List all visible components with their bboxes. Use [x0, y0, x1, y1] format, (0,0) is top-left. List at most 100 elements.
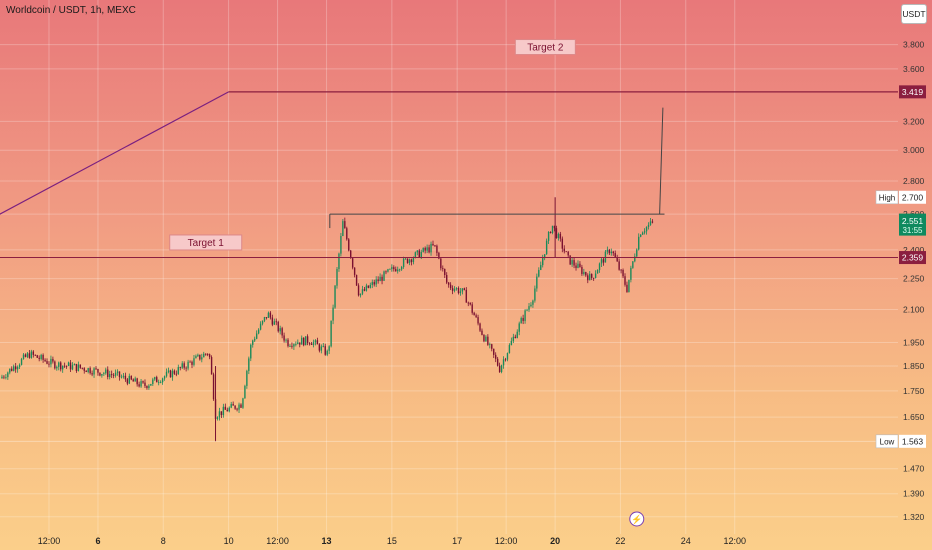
candle: [222, 406, 225, 416]
candle: [581, 266, 583, 274]
candle: [61, 365, 64, 370]
candle: [228, 407, 230, 412]
candle: [101, 374, 103, 376]
candle: [136, 378, 138, 385]
candle: [518, 323, 520, 332]
candle: [195, 356, 197, 359]
candle: [340, 235, 342, 254]
candle: [304, 336, 307, 346]
candle: [3, 376, 5, 378]
candle: [398, 269, 401, 271]
candle: [246, 370, 248, 386]
candle: [414, 252, 417, 258]
candle: [549, 231, 552, 233]
candle: [479, 323, 481, 331]
high-label: High: [875, 190, 899, 205]
candle: [338, 253, 340, 269]
candle: [475, 315, 477, 318]
candle: [75, 363, 78, 371]
candle: [402, 258, 405, 268]
candle: [324, 346, 326, 355]
candle: [130, 375, 132, 380]
candle: [13, 366, 15, 371]
projection-line: [659, 107, 664, 215]
candle: [606, 249, 609, 252]
candle: [30, 351, 33, 358]
candle: [255, 333, 258, 339]
candle: [638, 236, 640, 250]
candle: [639, 234, 642, 237]
candle: [483, 334, 485, 342]
candle: [645, 226, 648, 232]
y-tick-label: 3.200: [903, 116, 925, 126]
candle: [591, 273, 593, 278]
candle: [314, 340, 317, 343]
candle: [634, 256, 636, 262]
candle: [430, 243, 432, 253]
candle: [277, 321, 279, 332]
target-2-label: Target 2: [514, 39, 576, 56]
candle: [169, 370, 172, 378]
candle: [36, 355, 38, 358]
x-tick-label: 22: [615, 536, 625, 546]
y-tick-label: 3.000: [903, 145, 925, 155]
candle: [281, 328, 283, 336]
candle: [397, 269, 399, 272]
candle: [520, 318, 522, 324]
candle: [336, 268, 338, 286]
candle: [269, 312, 272, 318]
candle: [467, 302, 469, 304]
target-1-price-tag-text: 2.359: [902, 253, 924, 263]
candle: [473, 312, 475, 316]
grid: [0, 0, 898, 534]
candle: [93, 368, 95, 375]
candle: [624, 276, 626, 285]
candle: [206, 354, 209, 355]
y-tick-label: 2.100: [903, 304, 925, 314]
candle: [651, 221, 654, 223]
candle: [440, 258, 442, 269]
candle: [649, 221, 652, 225]
candle: [418, 250, 420, 258]
currency-button[interactable]: USDT: [901, 4, 927, 24]
candle: [77, 364, 80, 371]
candle: [287, 339, 289, 347]
candle: [171, 370, 174, 378]
candle: [545, 240, 548, 255]
candle: [455, 288, 458, 290]
candle: [128, 375, 131, 384]
candle: [118, 371, 121, 378]
candle: [522, 318, 524, 321]
x-tick-label: 12:00: [723, 536, 746, 546]
low-label: Low: [875, 434, 899, 449]
candle: [551, 225, 554, 233]
candle: [532, 300, 534, 305]
target-1-label-box: [169, 234, 243, 251]
candle: [306, 336, 309, 343]
candle: [132, 379, 134, 382]
candle: [240, 404, 242, 408]
lightning-icon: ⚡: [629, 511, 645, 527]
candle: [312, 342, 315, 345]
candle: [643, 231, 646, 233]
candle: [438, 252, 440, 259]
candle: [185, 367, 187, 369]
candle: [301, 337, 303, 345]
candle: [20, 358, 23, 365]
candle: [432, 243, 434, 246]
x-tick-label: 12:00: [38, 536, 61, 546]
candle: [555, 228, 558, 239]
candle: [259, 323, 262, 330]
candle: [553, 225, 556, 229]
candle: [38, 357, 40, 359]
x-tick-label: 15: [387, 536, 397, 546]
candle: [254, 338, 256, 341]
candle: [142, 381, 144, 383]
candle: [491, 344, 493, 349]
candle: [569, 255, 571, 265]
candle: [146, 385, 148, 389]
candle: [357, 285, 360, 296]
candle: [477, 317, 479, 324]
